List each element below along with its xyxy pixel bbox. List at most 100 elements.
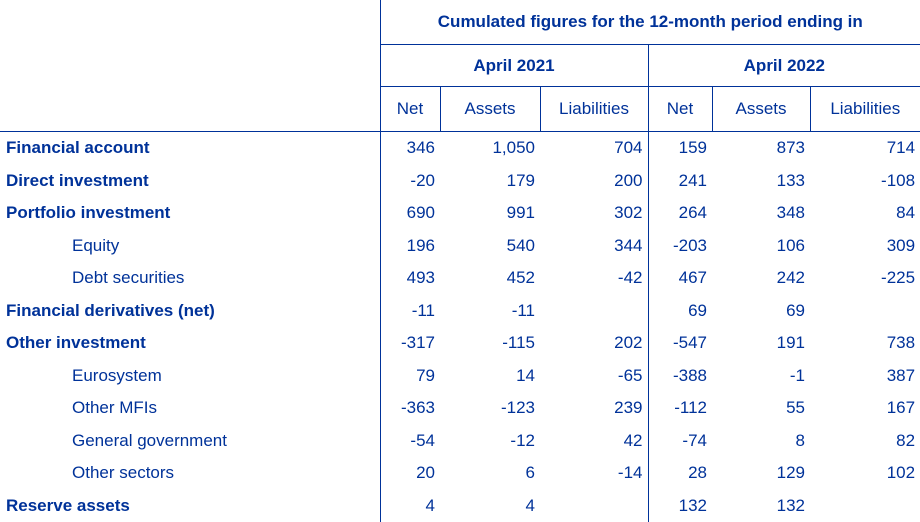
- table-cell: 179: [440, 165, 540, 198]
- table-cell: 239: [540, 392, 648, 425]
- table-cell: -108: [810, 165, 920, 198]
- column-header-assets-2022: Assets: [712, 87, 810, 132]
- column-header-liabilities-2021: Liabilities: [540, 87, 648, 132]
- table-cell: -547: [648, 327, 712, 360]
- table-cell: 55: [712, 392, 810, 425]
- header-label-spacer: [0, 0, 380, 45]
- row-label: Eurosystem: [0, 360, 380, 393]
- table-cell: 129: [712, 457, 810, 490]
- table-cell: 346: [380, 132, 440, 165]
- table-cell: 493: [380, 262, 440, 295]
- table-cell: 196: [380, 230, 440, 263]
- row-label: Other sectors: [0, 457, 380, 490]
- table-cell: 102: [810, 457, 920, 490]
- table-cell: 1,050: [440, 132, 540, 165]
- table-cell: 202: [540, 327, 648, 360]
- table-cell: [540, 295, 648, 328]
- table-cell: 84: [810, 197, 920, 230]
- table-cell: 69: [712, 295, 810, 328]
- table-cell: -1: [712, 360, 810, 393]
- row-label: Portfolio investment: [0, 197, 380, 230]
- period-header-2021: April 2021: [380, 45, 648, 87]
- table-cell: 309: [810, 230, 920, 263]
- table-cell: -112: [648, 392, 712, 425]
- table-title: Cumulated figures for the 12-month perio…: [380, 0, 920, 45]
- table-cell: 14: [440, 360, 540, 393]
- column-header-net-2021: Net: [380, 87, 440, 132]
- table-cell: 159: [648, 132, 712, 165]
- table-cell: -388: [648, 360, 712, 393]
- table-cell: 4: [440, 490, 540, 522]
- table-cell: 28: [648, 457, 712, 490]
- row-label: Other MFIs: [0, 392, 380, 425]
- table-cell: -20: [380, 165, 440, 198]
- table-cell: 242: [712, 262, 810, 295]
- table-cell: -225: [810, 262, 920, 295]
- table-cell: 302: [540, 197, 648, 230]
- row-label: Equity: [0, 230, 380, 263]
- table-cell: 714: [810, 132, 920, 165]
- table-cell: -42: [540, 262, 648, 295]
- table-cell: -11: [380, 295, 440, 328]
- table-cell: 200: [540, 165, 648, 198]
- table-cell: -65: [540, 360, 648, 393]
- table-cell: 690: [380, 197, 440, 230]
- table-cell: -363: [380, 392, 440, 425]
- table-cell: 8: [712, 425, 810, 458]
- table-cell: 69: [648, 295, 712, 328]
- table-cell: 4: [380, 490, 440, 522]
- table-cell: -123: [440, 392, 540, 425]
- column-header-net-2022: Net: [648, 87, 712, 132]
- row-label: Debt securities: [0, 262, 380, 295]
- table-cell: 241: [648, 165, 712, 198]
- table-cell: [810, 490, 920, 522]
- table-cell: -317: [380, 327, 440, 360]
- row-label: Reserve assets: [0, 490, 380, 522]
- table-cell: -115: [440, 327, 540, 360]
- table-cell: 387: [810, 360, 920, 393]
- period-header-2022: April 2022: [648, 45, 920, 87]
- table-cell: 991: [440, 197, 540, 230]
- table-cell: 540: [440, 230, 540, 263]
- table-cell: 79: [380, 360, 440, 393]
- table-cell: 348: [712, 197, 810, 230]
- table-cell: [540, 490, 648, 522]
- row-label: Direct investment: [0, 165, 380, 198]
- row-label: General government: [0, 425, 380, 458]
- table-cell: 467: [648, 262, 712, 295]
- table-cell: 344: [540, 230, 648, 263]
- table-cell: -54: [380, 425, 440, 458]
- table-cell: 264: [648, 197, 712, 230]
- table-cell: -14: [540, 457, 648, 490]
- table-cell: -74: [648, 425, 712, 458]
- table-cell: 106: [712, 230, 810, 263]
- table-cell: 738: [810, 327, 920, 360]
- table-cell: 132: [712, 490, 810, 522]
- table-cell: 6: [440, 457, 540, 490]
- header-label-spacer-3: [0, 87, 380, 132]
- table-cell: 452: [440, 262, 540, 295]
- table-cell: -11: [440, 295, 540, 328]
- table-cell: 873: [712, 132, 810, 165]
- row-label: Financial derivatives (net): [0, 295, 380, 328]
- table-cell: 167: [810, 392, 920, 425]
- table-cell: -12: [440, 425, 540, 458]
- table-cell: 704: [540, 132, 648, 165]
- column-header-liabilities-2022: Liabilities: [810, 87, 920, 132]
- table-cell: 20: [380, 457, 440, 490]
- row-label: Financial account: [0, 132, 380, 165]
